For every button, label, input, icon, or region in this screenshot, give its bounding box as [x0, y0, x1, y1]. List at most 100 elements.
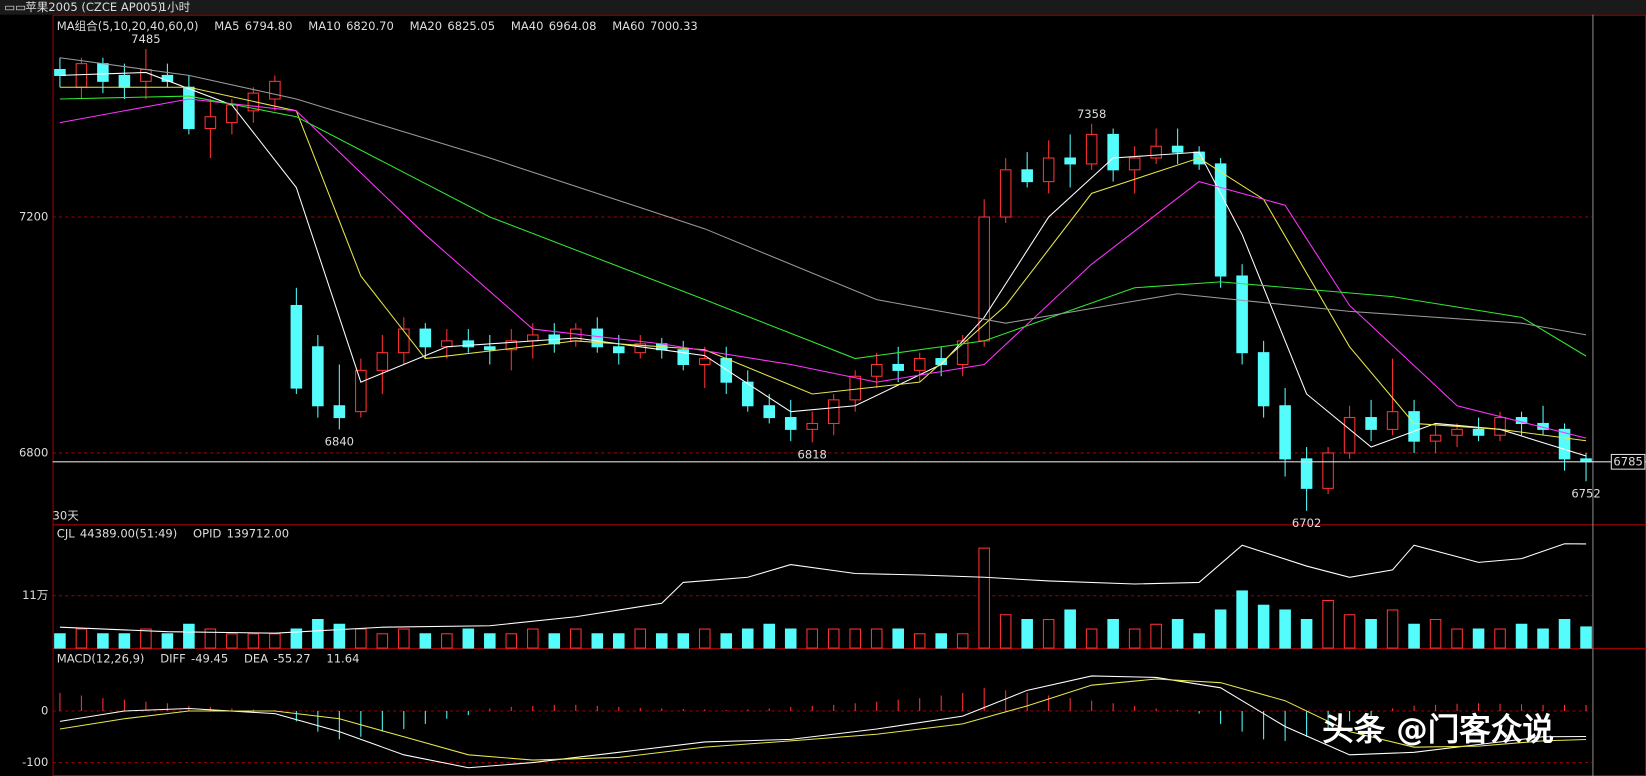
candle-body: [183, 86, 195, 130]
top-bar: [0, 0, 1646, 15]
candle-body: [806, 422, 819, 430]
candle-body: [441, 340, 453, 348]
legend-entry: MA60 7000.33: [612, 19, 698, 33]
volume-bar: [677, 633, 690, 649]
volume-bar: [1279, 609, 1291, 649]
legend-entry: MA20 6825.05: [410, 19, 496, 33]
indicator-line: [59, 86, 1587, 442]
volume-bar: [269, 633, 281, 649]
legend-entry: MA40 6964.08: [511, 19, 597, 33]
panel-title: MA组合(5,10,20,40,60,0): [57, 19, 199, 33]
candle-body: [97, 63, 109, 82]
volume-bar: [204, 628, 217, 649]
legend-entry-part: 7000.33: [650, 19, 698, 33]
candle-body: [1257, 352, 1270, 407]
volume-bar: [484, 633, 496, 649]
panel-frames: [52, 14, 1646, 776]
candle-body: [1279, 405, 1291, 460]
candle-body: [204, 116, 217, 130]
candle-body: [505, 340, 518, 351]
watermark: 头条 @门客众说: [1322, 711, 1554, 748]
volume-bar: [505, 633, 518, 649]
volume-bar: [849, 628, 861, 649]
volume-bar: [978, 547, 990, 649]
panel-title-part: MA组合(5,10,20,40,60,0): [57, 19, 199, 33]
volume-bar: [376, 633, 389, 649]
candle-body: [720, 358, 733, 383]
candle-body: [484, 346, 496, 351]
volume-bar: [441, 633, 453, 649]
volume-bar: [1257, 604, 1270, 649]
candle-body: [1343, 417, 1356, 454]
candle-body: [527, 334, 539, 342]
y-tick-label: 0: [41, 704, 48, 718]
candle-body: [612, 346, 625, 354]
volume-bar: [548, 633, 561, 649]
extreme-label: 6752: [1571, 486, 1600, 500]
legend-entry-part: MA60: [612, 19, 645, 33]
period[interactable]: 1小时: [160, 0, 191, 14]
volume-bar: [1408, 623, 1420, 649]
volume-bar: [655, 633, 668, 649]
candle-body: [1429, 434, 1442, 442]
volume-bar: [1580, 626, 1592, 649]
indicator-line: [59, 71, 1587, 457]
macd-frame: [52, 648, 1646, 776]
volume-bar: [806, 628, 819, 649]
candle-body: [1107, 133, 1119, 171]
candle-body: [269, 80, 281, 100]
legend-entry-part: 6794.80: [245, 19, 293, 33]
legend-entry: MA10 6820.70: [308, 19, 394, 33]
legend-entry: MA5 6794.80: [214, 19, 292, 33]
candle-body: [849, 375, 861, 401]
candle-body: [1472, 428, 1485, 436]
volume-bar: [1537, 628, 1549, 649]
volume-bar: [462, 628, 475, 649]
candle-body: [978, 216, 990, 342]
candle-body: [140, 69, 152, 82]
candle-body: [741, 381, 754, 407]
candle-body: [54, 69, 66, 76]
legend-entry: DIFF -49.45: [160, 651, 228, 665]
candle-body: [462, 340, 475, 348]
legend-entry-part: 6820.70: [346, 19, 394, 33]
symbol[interactable]: 苹果2005 (CZCE AP005): [25, 0, 162, 14]
candle-body: [1322, 452, 1334, 489]
volume-bar: [741, 628, 754, 649]
volume-bar: [1515, 623, 1528, 649]
indicator-line: [59, 95, 1587, 360]
extreme-label: 6818: [798, 447, 827, 461]
candle-body: [1451, 428, 1463, 436]
indicator-line: [59, 98, 1587, 439]
legend-entry-part: 6964.08: [549, 19, 597, 33]
candle-body: [698, 358, 711, 365]
footnote: 30天: [53, 508, 80, 522]
volume-bar: [698, 628, 711, 649]
volume-bar: [634, 628, 647, 649]
candle-body: [1150, 145, 1162, 159]
volume-bar: [763, 623, 776, 649]
candle-body: [1128, 157, 1141, 171]
volume-bar: [1021, 618, 1033, 649]
legend-entry-part: -55.27: [273, 651, 310, 665]
volume-bar: [913, 633, 926, 649]
volume-bar: [161, 633, 174, 649]
y-tick-label: 6800: [19, 445, 48, 459]
candle-body: [247, 92, 260, 112]
volume-bar: [892, 628, 904, 649]
volume-bar: [1558, 618, 1571, 649]
candle-body: [1558, 428, 1571, 460]
volume-bar: [720, 633, 733, 649]
volume-bar: [118, 633, 131, 649]
volume-bar: [1128, 628, 1141, 649]
extreme-label: 6840: [325, 434, 354, 448]
candle-body: [999, 169, 1012, 218]
volume-bar: [1451, 628, 1463, 649]
candle-body: [290, 304, 303, 389]
menu-icon[interactable]: ▭▭: [4, 0, 26, 14]
legend-entry-part: MA10: [308, 19, 341, 33]
candle-body: [226, 104, 238, 124]
legend-entry: DEA -55.27: [244, 651, 311, 665]
candle-body: [1042, 157, 1055, 183]
